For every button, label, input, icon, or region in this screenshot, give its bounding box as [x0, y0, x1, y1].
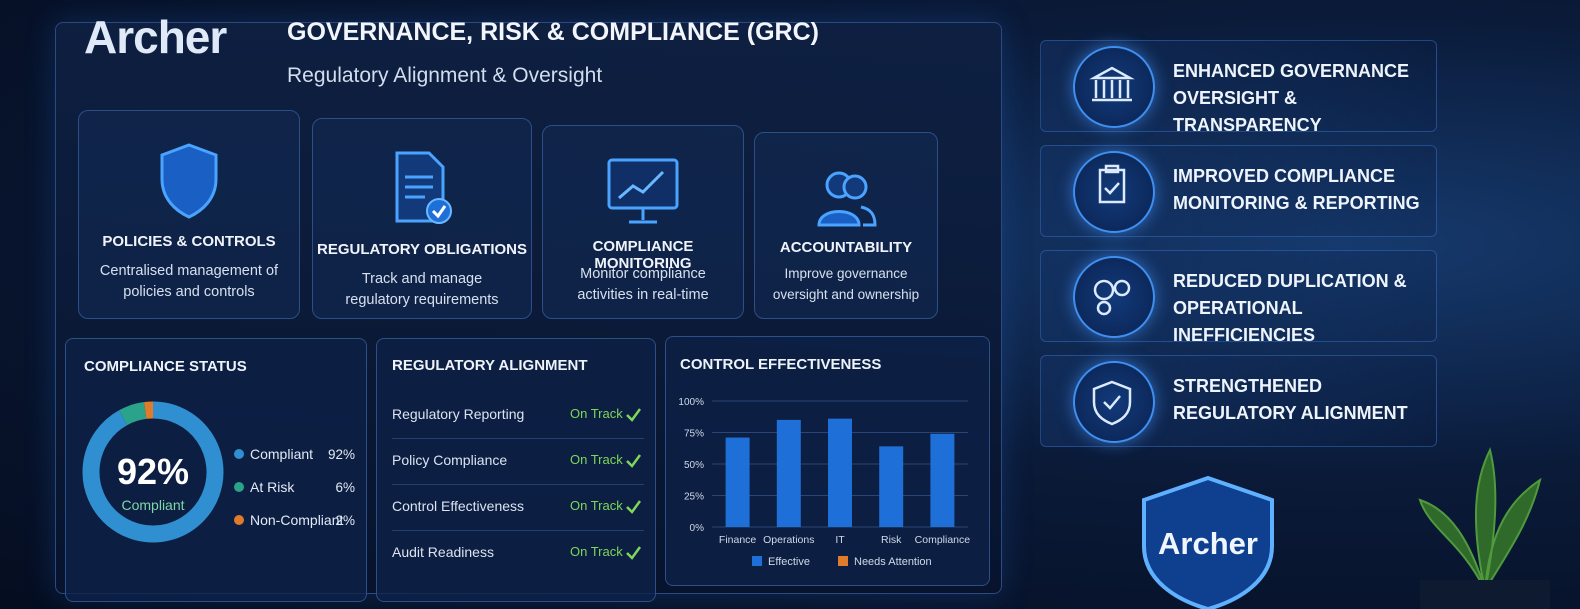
- benefit-text: REDUCED DUPLICATION & OPERATIONAL INEFFI…: [1173, 271, 1407, 345]
- benefit-text: IMPROVED COMPLIANCE MONITORING & REPORTI…: [1173, 166, 1420, 213]
- row-separator: [392, 484, 644, 485]
- y-tick-label: 50%: [684, 460, 704, 471]
- donut-center-caption: Compliant: [121, 497, 184, 513]
- legend-swatch: [752, 556, 762, 566]
- x-tick-label: Risk: [881, 534, 902, 546]
- archer-badge: Archer: [1140, 476, 1276, 609]
- y-tick-label: 25%: [684, 492, 704, 503]
- card: REGULATORY OBLIGATIONS Track and manage …: [312, 118, 532, 319]
- legend-label: Compliant: [250, 446, 313, 462]
- legend-swatch: [838, 556, 848, 566]
- y-tick-label: 0%: [690, 523, 705, 534]
- card-title: REGULATORY OBLIGATIONS: [316, 241, 527, 258]
- card: POLICIES & CONTROLS Centralised manageme…: [78, 110, 300, 319]
- x-tick-label: Operations: [763, 534, 814, 546]
- legend-label: Non-Compliant: [250, 512, 343, 528]
- card-text: Centralised management of policies and c…: [99, 263, 279, 300]
- row-status: On Track: [570, 544, 623, 559]
- document-icon: [395, 151, 452, 224]
- shield-icon: [160, 143, 218, 219]
- monitor-icon: [607, 158, 679, 224]
- legend-label: Needs Attention: [854, 556, 932, 568]
- header-subtitle: Regulatory Alignment & Oversight: [287, 64, 603, 87]
- card-title: COMPLIANCE MONITORING: [592, 238, 694, 272]
- badge-text: Archer: [1158, 526, 1258, 561]
- people-icon: [817, 171, 877, 227]
- card-text: Monitor compliance activities in real-ti…: [577, 266, 709, 303]
- card-text: Track and manage regulatory requirements: [345, 271, 499, 308]
- x-tick-label: Compliance: [915, 534, 971, 546]
- check-icon: [626, 454, 642, 468]
- panel-title: COMPLIANCE STATUS: [84, 358, 247, 375]
- legend-value: 2%: [335, 513, 355, 528]
- legend-dot: [234, 515, 244, 525]
- benefit-icon: [1089, 66, 1135, 102]
- row-item: Policy Compliance: [392, 452, 508, 468]
- row-item: Control Effectiveness: [392, 498, 525, 514]
- plant: [1418, 447, 1550, 609]
- panel-title: REGULATORY ALIGNMENT: [392, 357, 588, 374]
- card-text: Improve governance oversight and ownersh…: [772, 266, 920, 302]
- panel-title: CONTROL EFFECTIVENESS: [680, 356, 882, 373]
- card: ACCOUNTABILITY Improve governance oversi…: [754, 132, 938, 319]
- legend-label: Effective: [768, 556, 810, 568]
- benefit-text: STRENGTHENED REGULATORY ALIGNMENT: [1173, 376, 1408, 423]
- badge-shield: [1142, 476, 1274, 609]
- benefit-icon: [1092, 380, 1132, 426]
- benefit-icon-circle: [1073, 151, 1155, 233]
- benefit-icon: [1098, 164, 1126, 204]
- x-tick-label: Finance: [719, 534, 757, 546]
- card-title: ACCOUNTABILITY: [779, 239, 913, 256]
- benefit-icon: [1093, 279, 1131, 316]
- row-status: On Track: [570, 406, 623, 421]
- row-separator: [392, 530, 644, 531]
- regulatory-panel: [376, 338, 656, 602]
- benefit-icon-circle: [1073, 256, 1155, 338]
- bar: [930, 433, 955, 527]
- check-icon: [626, 500, 642, 514]
- benefit-text: ENHANCED GOVERNANCE OVERSIGHT & TRANSPAR…: [1173, 61, 1410, 135]
- row-separator: [392, 438, 644, 439]
- legend-dot: [234, 449, 244, 459]
- bar: [879, 446, 904, 527]
- legend-label: At Risk: [250, 479, 295, 495]
- bar: [725, 437, 750, 527]
- y-tick-label: 75%: [684, 429, 704, 440]
- legend-value: 92%: [328, 447, 355, 462]
- benefit-icon-circle: [1073, 46, 1155, 128]
- row-item: Audit Readiness: [392, 544, 494, 560]
- donut-segment: [82, 401, 224, 543]
- card-title: POLICIES & CONTROLS: [102, 233, 276, 250]
- donut-center-value: 92%: [117, 451, 189, 492]
- y-tick-label: 100%: [678, 397, 704, 408]
- row-status: On Track: [570, 452, 623, 467]
- row-status: On Track: [570, 498, 623, 513]
- logo: Archer: [84, 11, 227, 63]
- donut-segment: [119, 402, 147, 426]
- check-icon: [626, 408, 642, 422]
- x-tick-label: IT: [835, 534, 845, 546]
- legend-dot: [234, 482, 244, 492]
- bar: [828, 418, 852, 527]
- card: COMPLIANCE MONITORING Monitor compliance…: [542, 125, 744, 319]
- check-icon: [626, 546, 642, 560]
- row-item: Regulatory Reporting: [392, 406, 525, 422]
- header-title: GOVERNANCE, RISK & COMPLIANCE (GRC): [287, 18, 819, 46]
- legend-value: 6%: [335, 480, 355, 495]
- bar: [776, 419, 801, 527]
